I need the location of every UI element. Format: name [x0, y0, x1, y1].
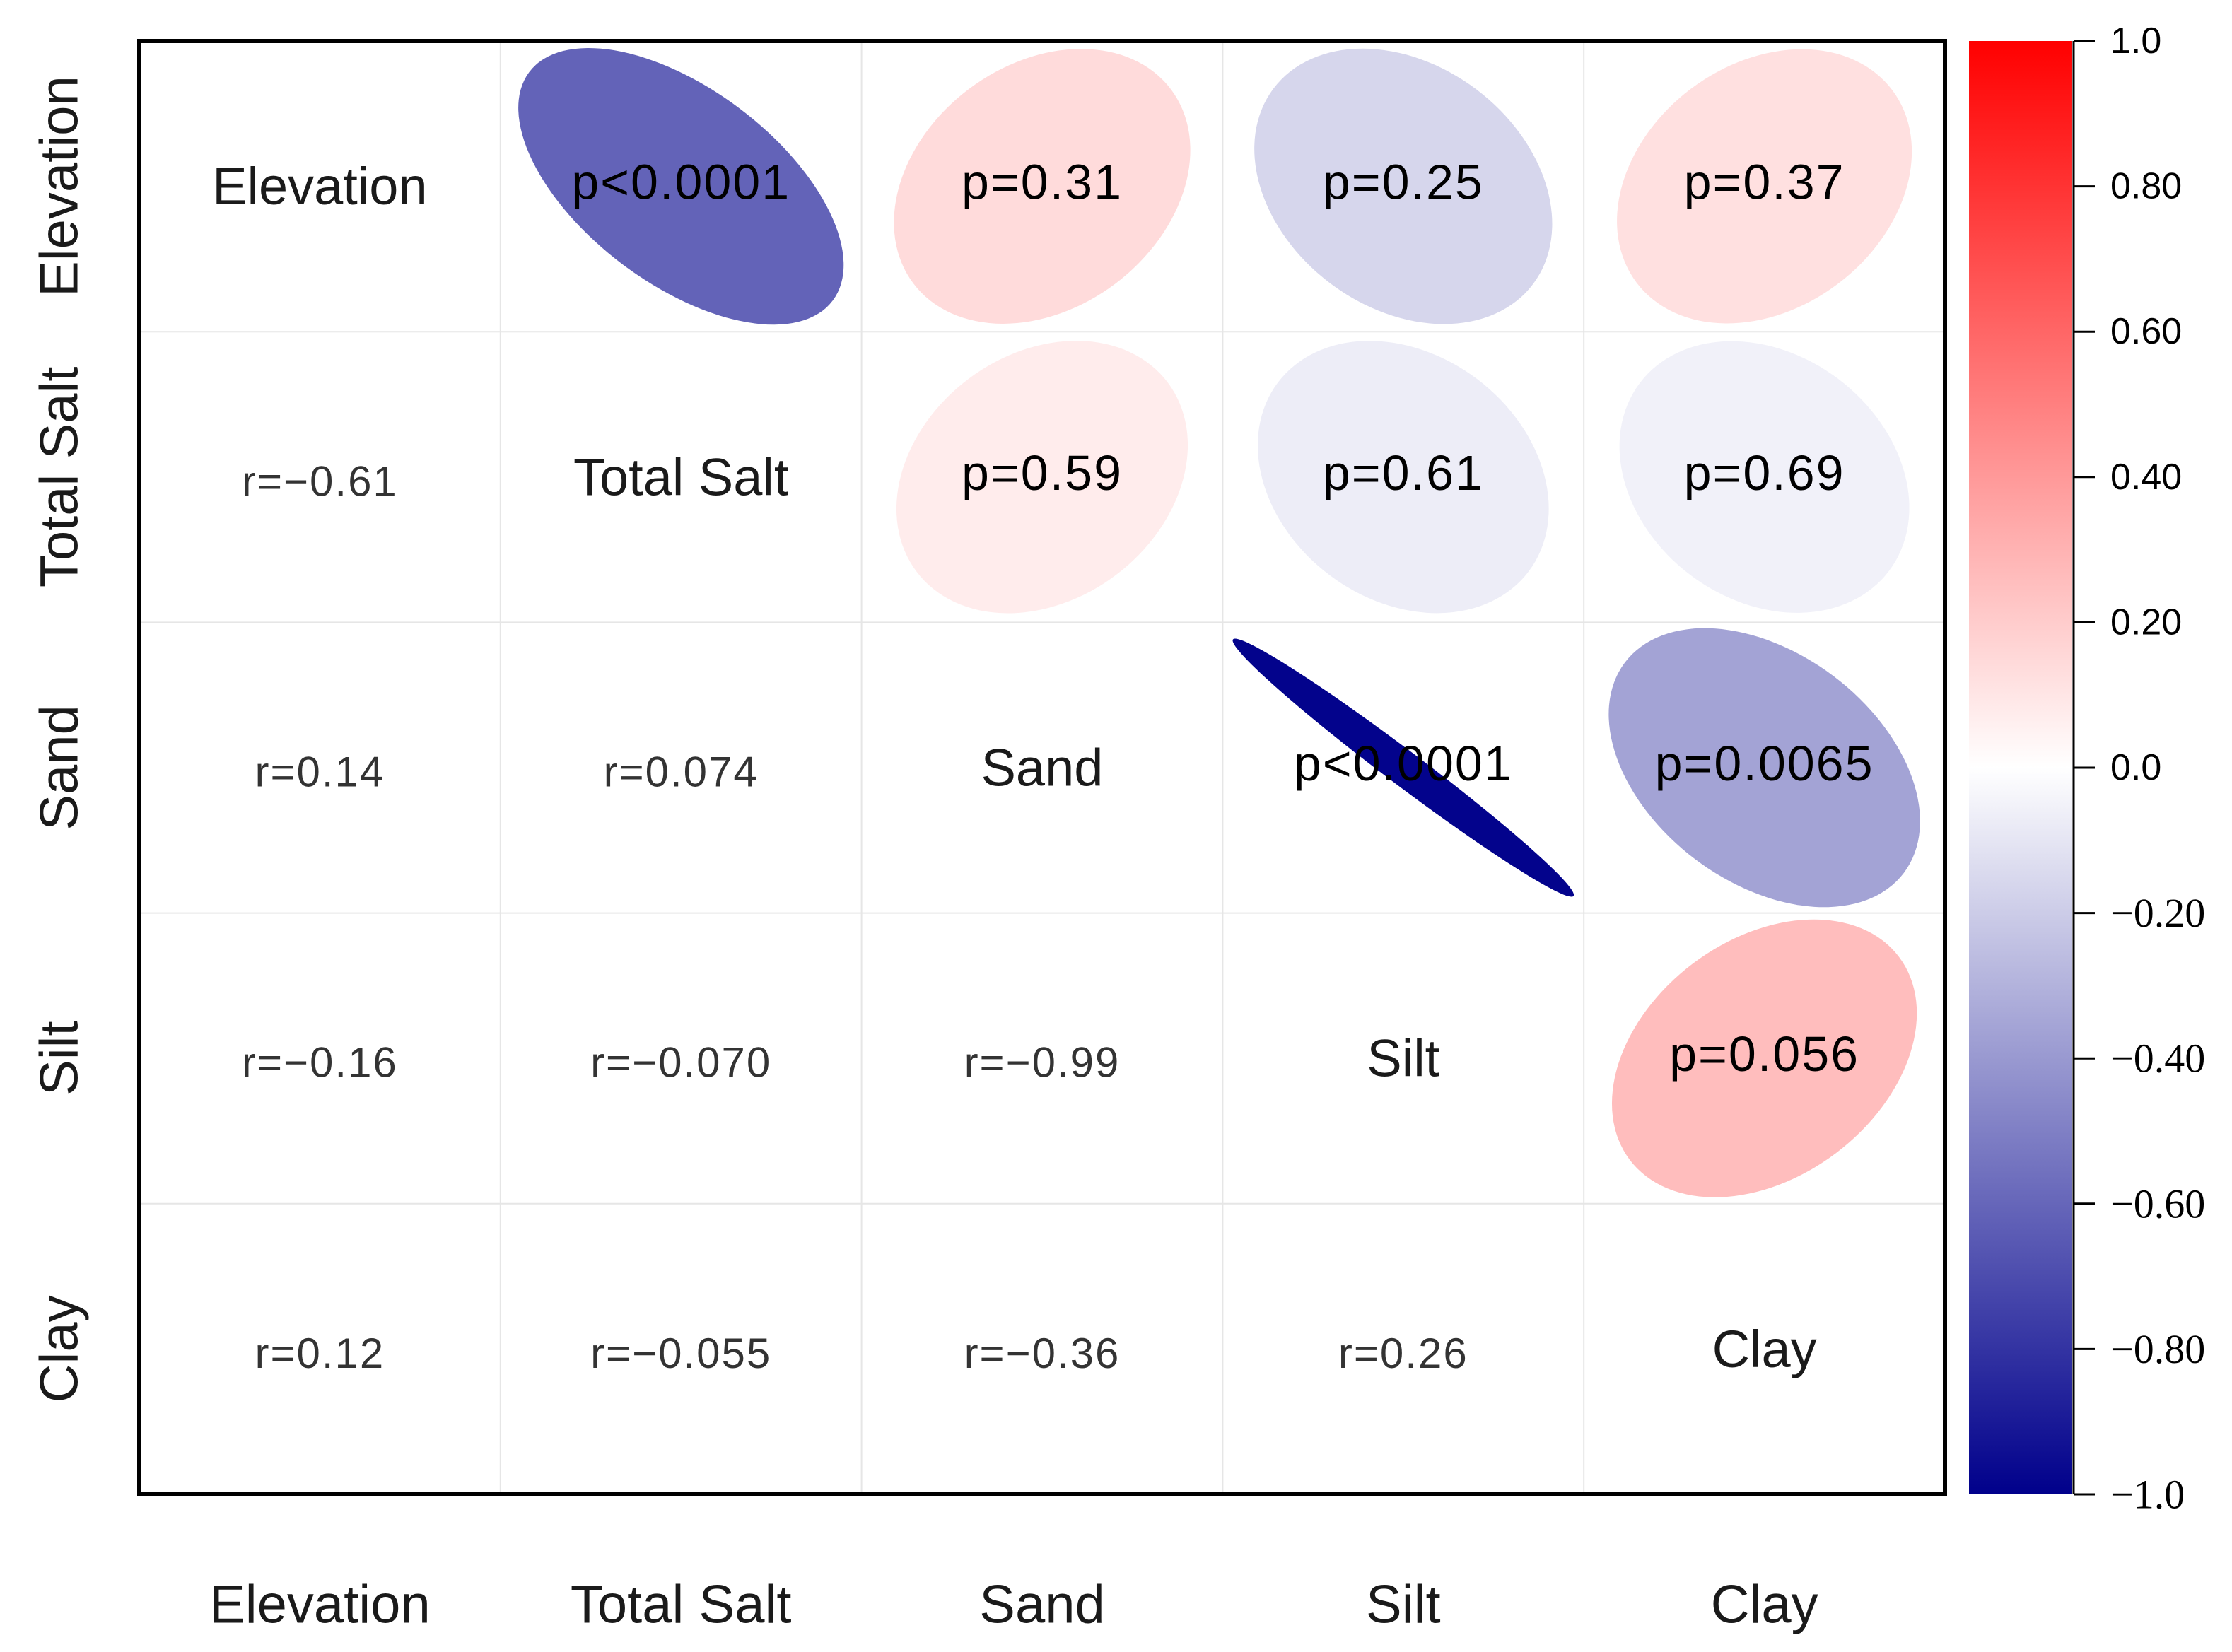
- x-axis-label-sand: Sand: [979, 1575, 1105, 1635]
- y-axis-label-total-salt: Total Salt: [30, 366, 90, 587]
- r-label: r=0.074: [604, 749, 759, 796]
- p-label: p=0.69: [1684, 445, 1845, 500]
- diagonal-label-silt: Silt: [1367, 1029, 1439, 1088]
- diagonal-label-sand: Sand: [981, 739, 1104, 797]
- correlation-ellipse: [1617, 49, 1912, 324]
- plot-frame: [137, 39, 1947, 1496]
- colorbar-gradient: [1969, 41, 2072, 1494]
- correlation-ellipse: [1611, 919, 1917, 1197]
- r-label: r=−0.070: [590, 1039, 771, 1086]
- colorbar-tick-label: 1.0: [2110, 20, 2161, 61]
- p-label: p<0.0001: [571, 155, 790, 210]
- colorbar-tick-label: 0.80: [2110, 166, 2182, 207]
- correlation-ellipse: [896, 341, 1188, 614]
- correlation-ellipse: [894, 49, 1191, 324]
- colorbar-tick-label: −0.80: [2110, 1326, 2205, 1372]
- correlation-ellipses: [518, 47, 1920, 1197]
- p-label: p<0.0001: [1294, 736, 1513, 791]
- r-label: r=−0.36: [964, 1330, 1121, 1377]
- p-label: p=0.25: [1323, 155, 1484, 210]
- axis-labels: Elevation Elevation Total Salt Total Salt Sa…: [30, 76, 1818, 1634]
- x-axis-label-clay: Clay: [1711, 1575, 1818, 1635]
- p-label: p=0.59: [962, 445, 1123, 500]
- colorbar-tick-label: −0.20: [2110, 890, 2205, 936]
- colorbar-tick-label: −0.40: [2110, 1036, 2205, 1082]
- r-label: r=−0.99: [964, 1039, 1121, 1086]
- r-label: r=0.12: [255, 1330, 385, 1377]
- r-label: r=−0.16: [242, 1039, 398, 1086]
- p-label: p=0.31: [962, 155, 1123, 210]
- p-label: p=0.61: [1323, 445, 1484, 500]
- colorbar-tick-label: −1.0: [2110, 1472, 2185, 1518]
- diagonal-label-elevation: Elevation: [212, 157, 427, 216]
- correlation-ellipse: [1254, 48, 1553, 324]
- p-label: p=0.056: [1669, 1026, 1859, 1082]
- y-axis-label-silt: Silt: [30, 1021, 90, 1096]
- colorbar-tick-label: 0.20: [2110, 602, 2182, 643]
- y-axis-label-elevation: Elevation: [30, 76, 90, 297]
- correlation-ellipse: [1257, 341, 1549, 614]
- r-label: r=−0.61: [242, 457, 398, 505]
- correlation-ellipse: [1232, 638, 1574, 897]
- diagonal-label-total-salt: Total Salt: [573, 447, 789, 506]
- p-label: p=0.37: [1684, 155, 1845, 210]
- r-label: r=0.26: [1338, 1330, 1468, 1377]
- correlation-ellipse: [518, 47, 844, 325]
- y-axis-label-clay: Clay: [30, 1295, 90, 1402]
- colorbar-tick-label: 0.40: [2110, 457, 2182, 498]
- colorbar: 1.0 0.80 0.60 0.40 0.20 0.0 −0.20 −0.40 −0.60 −0.…: [1969, 20, 2205, 1518]
- colorbar-tick-label: 0.60: [2110, 311, 2182, 352]
- y-axis-label-sand: Sand: [30, 705, 90, 831]
- grid-lines: [139, 41, 1945, 1494]
- colorbar-tick-label: 0.0: [2110, 747, 2161, 788]
- cell-labels: Elevation Total Salt Sand Silt Clay r=−0.61 p<…: [212, 155, 1874, 1378]
- r-label: r=0.14: [255, 749, 385, 796]
- x-axis-label-total-salt: Total Salt: [571, 1575, 792, 1635]
- x-axis-label-elevation: Elevation: [209, 1575, 431, 1635]
- correlation-ellipse: [1608, 628, 1920, 908]
- colorbar-tick-label: −0.60: [2110, 1181, 2205, 1226]
- r-label: r=−0.055: [590, 1330, 771, 1377]
- correlation-ellipse: [1619, 341, 1910, 613]
- diagonal-label-clay: Clay: [1712, 1320, 1817, 1378]
- x-axis-label-silt: Silt: [1366, 1575, 1441, 1635]
- p-label: p=0.0065: [1655, 736, 1874, 791]
